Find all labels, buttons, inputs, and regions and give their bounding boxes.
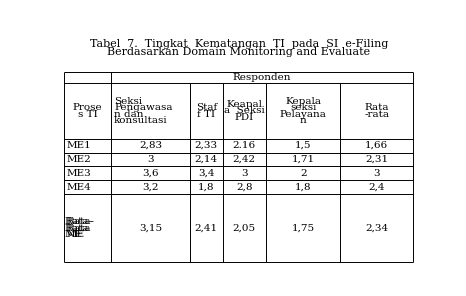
Text: Rata-: Rata- xyxy=(67,217,95,226)
Text: 3: 3 xyxy=(373,169,380,178)
Text: 3,2: 3,2 xyxy=(142,183,159,192)
Text: Rata: Rata xyxy=(64,223,89,233)
Text: n dan: n dan xyxy=(114,110,144,119)
Text: a  Seksi: a Seksi xyxy=(224,107,265,115)
Text: 1,8: 1,8 xyxy=(198,183,214,192)
Text: Berdasarkan Domain Monitoring and Evaluate: Berdasarkan Domain Monitoring and Evalua… xyxy=(107,47,370,57)
Text: ME3: ME3 xyxy=(67,169,91,178)
Text: Pelayana: Pelayana xyxy=(280,110,327,119)
Text: 2: 2 xyxy=(300,169,307,178)
Text: 1,66: 1,66 xyxy=(365,141,388,150)
Text: 2,41: 2,41 xyxy=(195,223,218,233)
Text: 3: 3 xyxy=(241,169,247,178)
Text: ME4: ME4 xyxy=(67,183,91,192)
Text: 2,14: 2,14 xyxy=(195,155,218,164)
Text: 2,05: 2,05 xyxy=(233,223,256,233)
Text: Keapal: Keapal xyxy=(226,100,262,109)
Text: Responden: Responden xyxy=(233,73,291,82)
Text: n: n xyxy=(300,116,307,125)
Text: Rata: Rata xyxy=(67,223,91,233)
Text: 3: 3 xyxy=(147,155,154,164)
Text: 2,4: 2,4 xyxy=(369,183,385,192)
Text: 1,5: 1,5 xyxy=(295,141,311,150)
Text: 2,33: 2,33 xyxy=(195,141,218,150)
Text: Prose: Prose xyxy=(73,103,103,112)
Text: 2,31: 2,31 xyxy=(365,155,388,164)
Text: Kepala: Kepala xyxy=(285,97,321,106)
Text: ME: ME xyxy=(67,230,85,239)
Text: 3,4: 3,4 xyxy=(198,169,214,178)
Text: ME: ME xyxy=(64,230,82,239)
Text: konsultasi: konsultasi xyxy=(114,116,168,125)
Text: PDI: PDI xyxy=(234,113,254,122)
Text: Pengawasa: Pengawasa xyxy=(114,103,172,112)
Text: Tabel  7.  Tingkat  Kematangan  TI  pada  SI  e-Filing: Tabel 7. Tingkat Kematangan TI pada SI e… xyxy=(89,38,388,49)
Text: ME2: ME2 xyxy=(67,155,91,164)
Text: seksi: seksi xyxy=(290,103,316,112)
Text: 1,71: 1,71 xyxy=(292,155,315,164)
Text: Staf: Staf xyxy=(196,103,217,112)
Text: 2,34: 2,34 xyxy=(365,223,388,233)
Text: f TI: f TI xyxy=(197,110,215,119)
Text: 1,8: 1,8 xyxy=(295,183,311,192)
Text: 1,75: 1,75 xyxy=(292,223,315,233)
Text: 2,8: 2,8 xyxy=(236,183,253,192)
Text: 2,42: 2,42 xyxy=(233,155,256,164)
Text: 2,83: 2,83 xyxy=(139,141,162,150)
Text: Rata-: Rata- xyxy=(64,217,92,226)
Text: -rata: -rata xyxy=(364,110,389,119)
Text: Seksi: Seksi xyxy=(114,97,142,106)
Text: 3,6: 3,6 xyxy=(142,169,159,178)
Text: 3,15: 3,15 xyxy=(139,223,162,233)
Text: ME1: ME1 xyxy=(67,141,91,150)
Text: 2.16: 2.16 xyxy=(233,141,256,150)
Text: Rata: Rata xyxy=(364,103,389,112)
Text: s TI: s TI xyxy=(78,110,97,119)
